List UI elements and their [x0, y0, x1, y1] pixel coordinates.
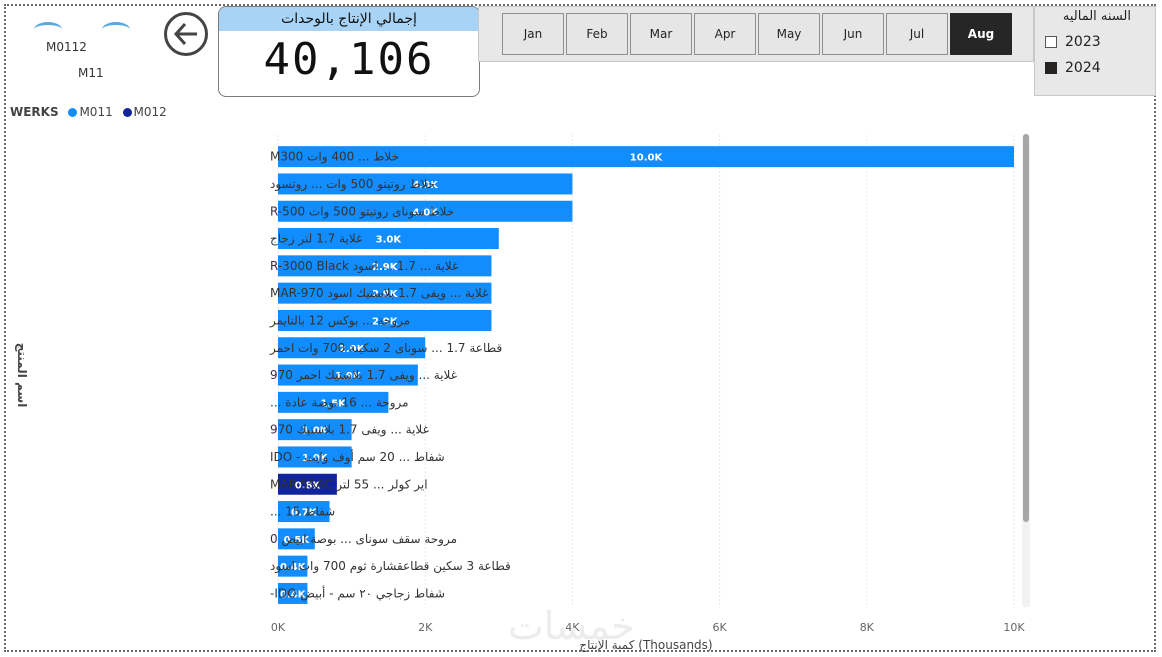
logo-text-top: M0112 — [46, 40, 87, 54]
bar-data-label: 1.5K — [320, 398, 347, 409]
category-label: غلاية ... ويفى 1.7 بلاستيك احمر 970 — [270, 368, 457, 383]
category-label: خلاط سوناى روتيتو 500 وات R-500 — [270, 204, 454, 219]
bar — [278, 200, 573, 222]
bar-data-label: 0.8K — [295, 480, 322, 491]
bar-data-label: 1.0K — [302, 453, 329, 464]
year-slicer-title: السنه الماليه — [1062, 9, 1131, 24]
bar — [278, 337, 426, 359]
scrollbar-thumb[interactable] — [1023, 134, 1029, 522]
x-tick-label: 8K — [860, 621, 875, 634]
category-label: قطاعة 3 سكين قطاعقشارة ثوم 700 وات اسود — [270, 559, 511, 574]
x-tick-label: 10K — [1003, 621, 1025, 634]
bar — [278, 501, 330, 523]
bar — [278, 255, 492, 277]
legend-dot-m011 — [68, 108, 78, 117]
month-button-feb[interactable]: Feb — [566, 13, 628, 55]
legend-title: WERKS — [10, 105, 59, 119]
x-tick-label: 6K — [712, 621, 727, 634]
x-tick-label: 4K — [565, 621, 580, 634]
year-label-2024: 2024 — [1065, 60, 1101, 76]
category-label: خلاط روتيتو 500 وات ... روتسود — [270, 177, 435, 192]
bar-data-label: 2.9K — [372, 316, 399, 327]
category-label: مروحة سقف سوناى ... بوصة ابيض 0 — [270, 532, 457, 547]
bar — [278, 364, 418, 386]
bar-data-label: 0.5K — [284, 535, 311, 546]
bar-data-label: 3.0K — [376, 235, 403, 246]
month-button-may[interactable]: May — [758, 13, 820, 55]
bar — [278, 309, 492, 331]
category-label: غلاية ... ويفى 1.7 بلاستيك اسود MAR-970 — [270, 286, 488, 301]
bar-data-label: 4.0K — [412, 180, 439, 191]
bar — [278, 528, 315, 550]
bar-data-label: 2.9K — [372, 289, 399, 300]
bar-data-label: 0.4K — [280, 589, 307, 600]
logo-arc-icon — [34, 22, 62, 37]
category-label: خلاط ... 400 وات M300 — [270, 150, 399, 165]
bar — [278, 146, 1014, 168]
month-button-jun[interactable]: Jun — [822, 13, 884, 55]
legend-label-m012[interactable]: M012 — [133, 105, 167, 119]
category-label: قطاعة 1.7 ... سوناى 2 سكينة 700 وات احمر — [269, 341, 502, 356]
x-tick-label: 0K — [271, 621, 286, 634]
month-button-jan[interactable]: Jan — [502, 13, 564, 55]
production-bar-chart: 0K 2K 4K 6K 8K 10K 10.0K خلاط ... 400 وات M300 4… — [15, 134, 1030, 652]
bar — [278, 473, 337, 495]
bar — [278, 419, 352, 441]
bar-data-label: 4.0K — [412, 207, 439, 218]
kpi-card-total-production: إجمالي الإنتاج بالوحدات 40,106 — [218, 6, 480, 97]
chart-legend: WERKS M011 M012 — [10, 105, 167, 119]
watermark: خمسات — [508, 604, 635, 648]
bar-data-label: 1.9K — [335, 371, 362, 382]
bar — [278, 173, 573, 195]
category-label: غلاية ... 1.7 ... اسود R-3000 Black — [270, 259, 458, 274]
year-option-2024[interactable]: 2024 — [1045, 60, 1101, 78]
bar-data-label: 1.0K — [302, 426, 329, 437]
bar-data-label: 0.4K — [280, 562, 307, 573]
checkbox-2024[interactable] — [1045, 62, 1057, 74]
category-label: مروحة ... 16 بوصة عادة ... — [270, 395, 409, 410]
legend-dot-m012 — [122, 108, 132, 117]
y-axis-title: اسم المنتج — [15, 343, 29, 408]
month-button-jul[interactable]: Jul — [886, 13, 948, 55]
year-option-2023[interactable]: 2023 — [1045, 34, 1101, 52]
back-arrow-icon — [173, 22, 197, 46]
bar — [278, 282, 492, 304]
category-label: غلاية 1.7 لتر زجاج — [270, 232, 362, 247]
bar — [278, 391, 389, 413]
bar-data-label: 2.0K — [339, 344, 366, 355]
month-button-aug[interactable]: Aug — [950, 13, 1012, 55]
year-label-2023: 2023 — [1065, 34, 1101, 50]
bar — [278, 446, 352, 468]
x-tick-label: 2K — [418, 621, 433, 634]
back-button[interactable] — [164, 12, 208, 56]
fiscal-year-slicer: السنه الماليه 2023 2024 — [1034, 6, 1156, 96]
month-button-apr[interactable]: Apr — [694, 13, 756, 55]
bar — [278, 228, 499, 250]
category-label: مروحة ... بوكس 12 بالتايمر — [269, 313, 410, 328]
bar — [278, 555, 308, 577]
report-frame — [4, 4, 1156, 652]
category-label: شفاط 15 ... — [270, 505, 335, 519]
category-label: اير كولر ... 55 لتر MAR-55AC — [270, 477, 428, 492]
logo-text-bottom: M11 — [78, 66, 104, 80]
bar-data-label: 10.0K — [630, 153, 664, 164]
checkbox-2023[interactable] — [1045, 36, 1057, 48]
bar-data-label: 2.9K — [372, 262, 399, 273]
x-axis-title: كمية الإنتاج (Thousands) — [579, 638, 712, 652]
category-label: شفاط زجاجي ٢٠ سم - أبيض IDO- — [270, 585, 445, 601]
category-label: شفاط ... 20 سم أوف وايت - IDO — [270, 449, 445, 465]
bar — [278, 582, 308, 604]
legend-label-m011[interactable]: M011 — [79, 105, 113, 119]
category-label: غلاية ... ويفى 1.7 بلاستيك 970 — [270, 423, 429, 438]
month-button-mar[interactable]: Mar — [630, 13, 692, 55]
company-logo: M0112 M11 — [28, 14, 148, 84]
kpi-title: إجمالي الإنتاج بالوحدات — [219, 7, 479, 31]
logo-arc-icon — [102, 22, 130, 37]
kpi-value: 40,106 — [263, 34, 435, 85]
bar-data-label: 0.7K — [291, 508, 318, 519]
